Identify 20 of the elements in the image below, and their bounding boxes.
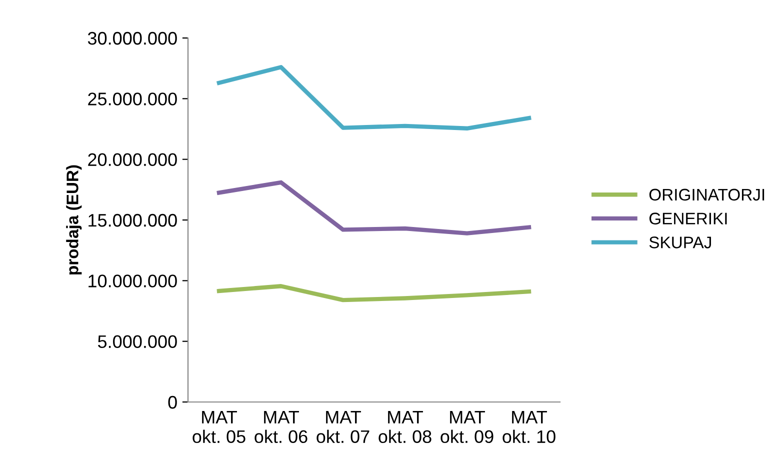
y-tick-label: 0 <box>168 396 177 409</box>
line-series <box>216 284 532 302</box>
line-series <box>216 65 532 130</box>
y-tick-label: 20.000.000 <box>88 153 177 166</box>
y-tick-label: 30.000.000 <box>88 32 177 45</box>
x-tick-label: MAT okt. 08 <box>378 410 432 444</box>
x-tick-label: MAT okt. 07 <box>316 410 370 444</box>
x-tick-label: MAT okt. 06 <box>254 410 308 444</box>
y-tick-label: 15.000.000 <box>88 214 177 227</box>
x-tick-label: MAT okt. 09 <box>440 410 494 444</box>
legend-label: GENERIKI <box>649 212 727 224</box>
legend-label: SKUPAJ <box>649 236 711 248</box>
y-tick-label: 10.000.000 <box>88 274 177 288</box>
x-tick-label: MAT okt. 10 <box>502 410 556 444</box>
x-tick-label: MAT okt. 05 <box>192 410 246 444</box>
line-series <box>216 180 532 236</box>
y-tick-label: 25.000.000 <box>88 92 177 106</box>
legend-label: ORIGINATORJI <box>649 188 764 201</box>
y-tick-label: 5.000.000 <box>98 335 177 348</box>
y-axis-title: prodaja (EUR) <box>66 165 82 274</box>
